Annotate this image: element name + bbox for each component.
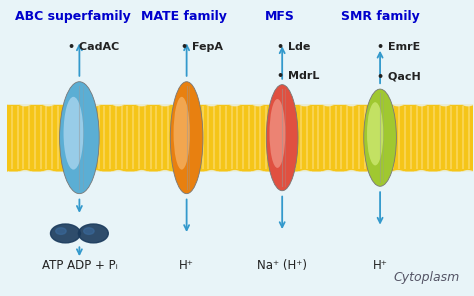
Ellipse shape — [367, 102, 383, 165]
Circle shape — [56, 228, 66, 234]
Ellipse shape — [60, 82, 99, 194]
Text: • MdrL: • MdrL — [277, 71, 319, 81]
Circle shape — [79, 224, 108, 243]
Ellipse shape — [270, 99, 285, 168]
Text: • FepA: • FepA — [181, 42, 223, 52]
Ellipse shape — [170, 82, 203, 194]
Text: Na⁺ (H⁺): Na⁺ (H⁺) — [257, 259, 307, 272]
Circle shape — [51, 224, 80, 243]
Text: MFS: MFS — [265, 9, 295, 22]
Text: H⁺: H⁺ — [179, 259, 194, 272]
Text: MATE family: MATE family — [141, 9, 227, 22]
Ellipse shape — [364, 89, 396, 186]
Ellipse shape — [173, 97, 190, 170]
Bar — [7, 104, 474, 172]
Ellipse shape — [64, 97, 83, 170]
Circle shape — [84, 228, 94, 234]
Text: • EmrE: • EmrE — [377, 42, 420, 52]
Text: Cytoplasm: Cytoplasm — [393, 271, 459, 284]
Ellipse shape — [266, 85, 298, 191]
Text: • Lde: • Lde — [277, 42, 310, 52]
Text: • QacH: • QacH — [377, 71, 420, 81]
Text: ATP ADP + Pᵢ: ATP ADP + Pᵢ — [42, 259, 117, 272]
Text: ABC superfamily: ABC superfamily — [15, 9, 130, 22]
Text: H⁺: H⁺ — [373, 259, 388, 272]
Text: SMR family: SMR family — [341, 9, 419, 22]
Text: • CadAC: • CadAC — [68, 42, 120, 52]
